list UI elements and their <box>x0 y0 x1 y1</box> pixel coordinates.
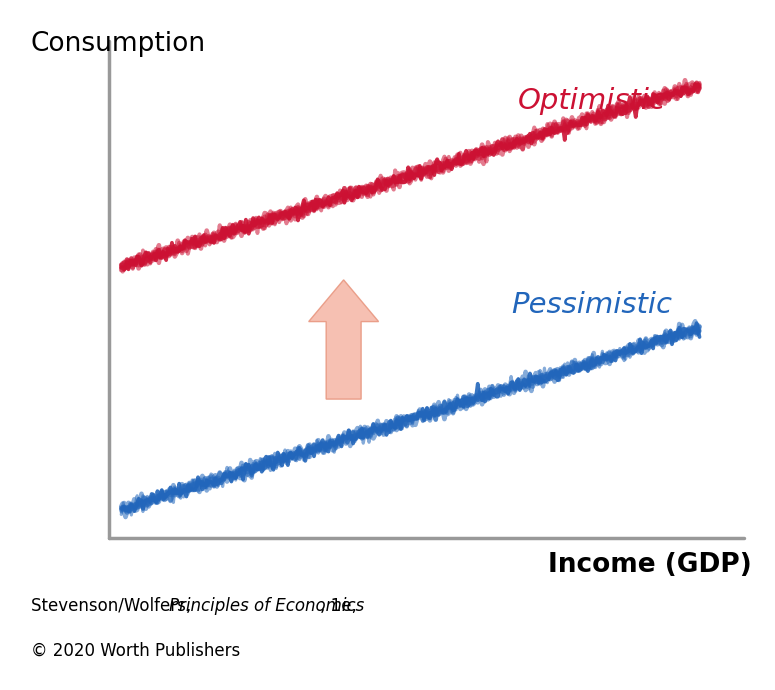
Text: Income (GDP): Income (GDP) <box>548 552 752 578</box>
Text: Pessimistic: Pessimistic <box>511 290 672 319</box>
FancyArrow shape <box>308 280 378 399</box>
Text: Consumption: Consumption <box>31 31 206 57</box>
Text: © 2020 Worth Publishers: © 2020 Worth Publishers <box>31 642 240 660</box>
Text: , 1e,: , 1e, <box>320 597 357 615</box>
Text: Optimistic: Optimistic <box>518 87 666 115</box>
Text: Stevenson/Wolfers,: Stevenson/Wolfers, <box>31 597 197 615</box>
Text: Principles of Economics: Principles of Economics <box>169 597 364 615</box>
